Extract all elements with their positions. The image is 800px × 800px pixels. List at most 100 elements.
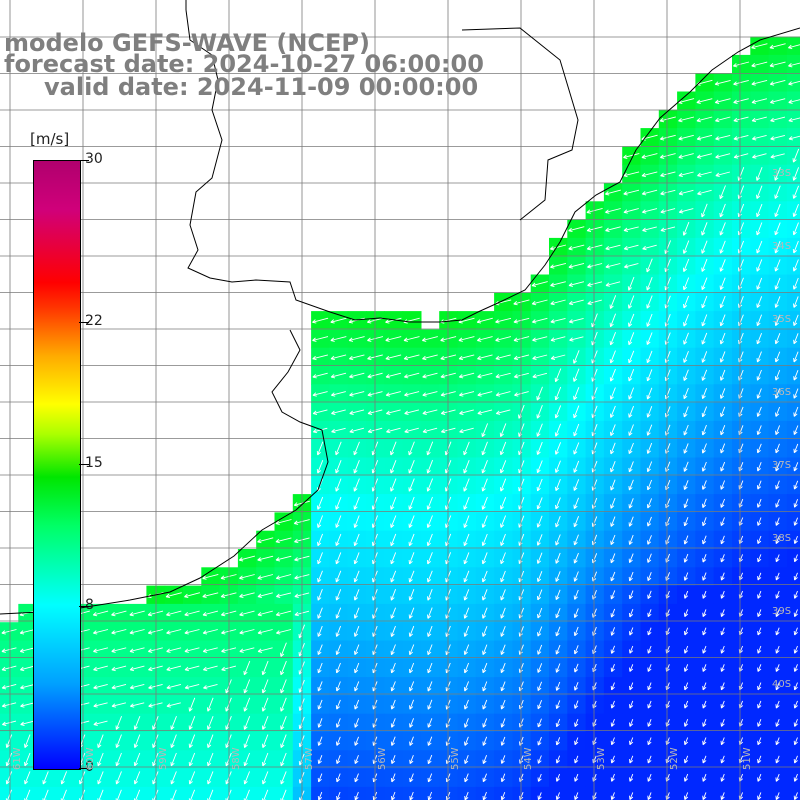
wind-arrow (609, 350, 616, 364)
wind-arrow (499, 423, 507, 438)
wind-arrow (757, 792, 762, 800)
wind-arrow (683, 719, 689, 727)
wind-arrow (482, 662, 488, 674)
wind-arrow (390, 736, 396, 746)
wind-cell (786, 494, 800, 513)
wind-arrow (775, 719, 780, 727)
wind-arrow (646, 406, 653, 418)
wind-arrow (60, 789, 67, 800)
map-title-valid-date: valid date: 2024-11-09 00:00:00 (44, 73, 479, 101)
wind-arrow (610, 645, 616, 654)
wind-arrow (500, 718, 506, 728)
wind-arrow (335, 589, 342, 601)
wind-arrow (184, 647, 200, 653)
wind-arrow (623, 263, 639, 269)
wind-arrow (409, 773, 414, 783)
wind-arrow (774, 314, 781, 327)
wind-arrow (111, 629, 127, 635)
wind-arrow (390, 460, 397, 474)
wind-arrow (188, 752, 196, 767)
wind-arrow (629, 755, 634, 764)
wind-arrow (353, 607, 360, 619)
wind-arrow (427, 662, 433, 674)
wind-arrow (756, 185, 763, 199)
wind-arrow (335, 607, 342, 619)
wind-arrow (683, 332, 689, 345)
wind-arrow (317, 533, 324, 547)
wind-arrow (660, 208, 676, 214)
wind-arrow (701, 203, 708, 218)
wind-arrow (793, 719, 798, 727)
wind-arrow (623, 226, 639, 232)
wind-arrow (629, 627, 634, 636)
wind-arrow (610, 461, 616, 473)
wind-arrow (610, 682, 615, 691)
wind-arrow (464, 773, 469, 783)
wind-arrow (335, 478, 342, 492)
wind-arrow (719, 185, 726, 200)
wind-arrow (536, 386, 543, 401)
wind-arrow (463, 570, 470, 583)
wind-arrow (422, 336, 438, 342)
wind-cell (786, 603, 800, 623)
wind-cell (732, 786, 751, 800)
wind-arrow (555, 552, 561, 564)
wind-arrow (537, 736, 542, 746)
wind-arrow (628, 571, 634, 582)
wind-arrow (390, 625, 396, 637)
wind-arrow (678, 171, 694, 178)
coastline-brazil-north (185, 0, 579, 221)
wind-arrow (793, 406, 799, 417)
wind-arrow (481, 515, 488, 528)
wind-arrow (239, 592, 255, 599)
wind-arrow (422, 427, 438, 434)
wind-arrow (519, 773, 524, 783)
wind-arrow (573, 350, 580, 364)
wind-arrow (349, 372, 365, 379)
longitude-label: 60W (85, 747, 96, 770)
wind-arrow (349, 354, 365, 361)
wind-arrow (792, 222, 799, 236)
wind-arrow (756, 462, 762, 472)
wind-arrow (793, 480, 799, 490)
wind-arrow (683, 682, 689, 691)
wind-arrow (532, 354, 548, 361)
wind-cell (786, 677, 800, 696)
wind-arrow (335, 699, 341, 710)
wind-cell (786, 713, 800, 733)
wind-arrow (463, 625, 470, 637)
wind-arrow (574, 755, 579, 764)
wind-arrow (702, 773, 707, 782)
wind-arrow (170, 734, 177, 749)
wind-arrow (426, 570, 433, 583)
wind-arrow (335, 570, 342, 583)
wind-arrow (463, 662, 470, 674)
wind-arrow (720, 664, 725, 672)
wind-arrow (261, 679, 269, 694)
wind-cell (164, 786, 184, 800)
wind-arrow (555, 737, 561, 746)
wind-arrow (793, 443, 799, 454)
wind-arrow (550, 281, 566, 287)
wind-arrow (609, 405, 616, 418)
wind-arrow (261, 752, 269, 767)
wind-arrow (696, 116, 713, 123)
wind-arrow (2, 720, 17, 726)
wind-cell (786, 768, 800, 788)
wind-arrow (312, 317, 329, 324)
wind-arrow (720, 645, 725, 654)
wind-arrow (682, 221, 690, 236)
wind-arrow (574, 718, 579, 727)
wind-arrow (628, 369, 635, 382)
wind-arrow (464, 755, 469, 765)
wind-arrow (774, 222, 781, 236)
wind-arrow (719, 351, 726, 363)
wind-arrow (604, 189, 621, 196)
wind-arrow (500, 681, 506, 692)
wind-arrow (555, 718, 561, 728)
wind-arrow (775, 425, 781, 436)
wind-cell (585, 786, 605, 800)
wind-arrow (243, 716, 251, 730)
wind-arrow (330, 372, 347, 379)
wind-arrow (537, 792, 542, 800)
